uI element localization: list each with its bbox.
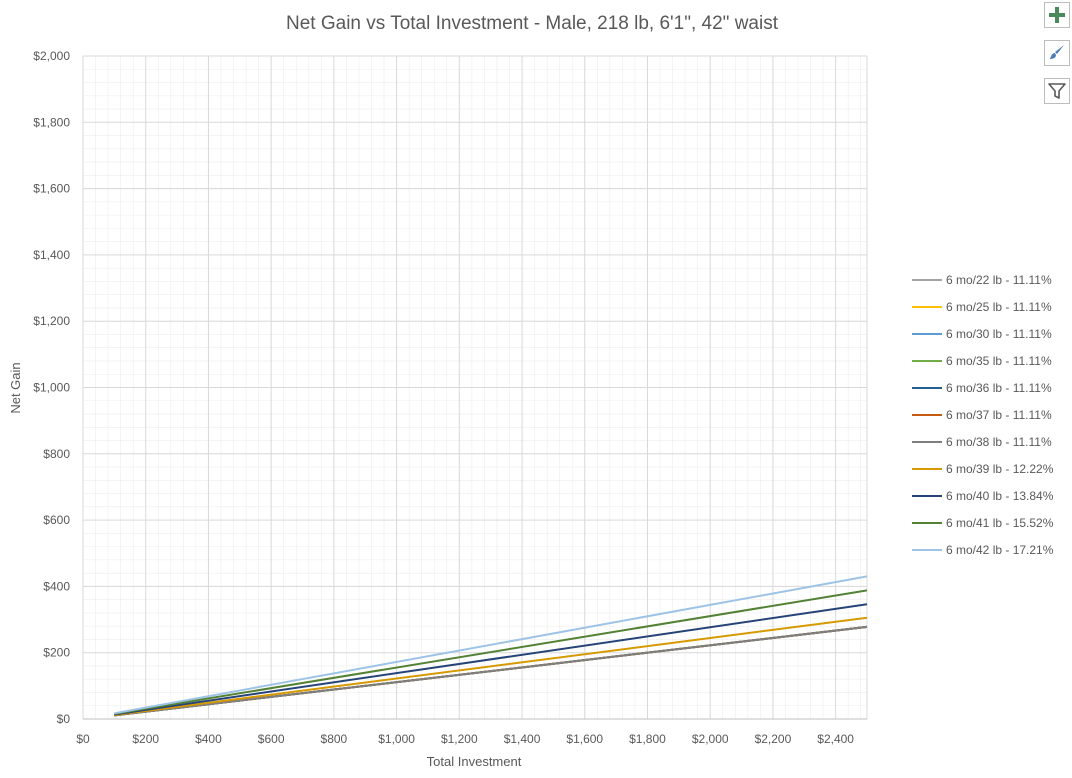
y-tick-label: $800 xyxy=(43,447,70,461)
plus-icon xyxy=(1049,7,1065,23)
series-line-11 xyxy=(114,575,868,715)
x-tick-label: $1,200 xyxy=(441,732,478,746)
y-axis-label: Net Gain xyxy=(8,362,23,413)
chart-title: Net Gain vs Total Investment - Male, 218… xyxy=(286,13,779,34)
series-lines xyxy=(114,575,868,717)
legend-label: 6 mo/40 lb - 13.84% xyxy=(946,489,1054,503)
y-tick-label: $1,400 xyxy=(33,248,70,262)
x-tick-label: $200 xyxy=(132,732,159,746)
legend-label: 6 mo/37 lb - 11.11% xyxy=(946,408,1052,422)
x-tick-label: $2,200 xyxy=(755,732,792,746)
series-line-9 xyxy=(114,603,868,716)
y-tick-label: $600 xyxy=(43,513,70,527)
x-tick-label: $400 xyxy=(195,732,222,746)
series-line-8 xyxy=(114,616,868,716)
y-tick-label: $1,000 xyxy=(33,381,70,395)
legend-label: 6 mo/38 lb - 11.11% xyxy=(946,435,1052,449)
filter-icon xyxy=(1048,83,1066,99)
x-tick-label: $2,400 xyxy=(817,732,854,746)
x-tick-label: $1,400 xyxy=(504,732,541,746)
x-tick-label: $600 xyxy=(258,732,285,746)
legend-label: 6 mo/41 lb - 15.52% xyxy=(946,516,1054,530)
series-line-7 xyxy=(114,625,868,717)
major-gridlines xyxy=(82,55,868,720)
chart-styles-button[interactable] xyxy=(1044,40,1070,66)
y-tick-label: $1,200 xyxy=(33,314,70,328)
x-tick-label: $0 xyxy=(76,732,90,746)
chart-filters-button[interactable] xyxy=(1044,78,1070,104)
x-tick-labels: $0 $200 $400 $600 $800 $1,000 $1,200 $1,400 $1,6… xyxy=(76,732,854,746)
legend-label: 6 mo/36 lb - 11.11% xyxy=(946,381,1052,395)
y-tick-label: $1,800 xyxy=(33,115,70,129)
x-axis-label: Total Investment xyxy=(427,754,522,769)
legend-label: 6 mo/22 lb - 11.11% xyxy=(946,273,1052,287)
legend-label: 6 mo/25 lb - 11.11% xyxy=(946,300,1052,314)
legend-label: 6 mo/30 lb - 11.11% xyxy=(946,327,1052,341)
series-line-10 xyxy=(114,589,868,715)
y-tick-label: $400 xyxy=(43,579,70,593)
y-tick-label: $1,600 xyxy=(33,182,70,196)
x-tick-label: $1,600 xyxy=(566,732,603,746)
x-tick-label: $1,800 xyxy=(629,732,666,746)
x-tick-label: $2,000 xyxy=(692,732,729,746)
legend-label: 6 mo/42 lb - 17.21% xyxy=(946,543,1054,557)
x-tick-label: $1,000 xyxy=(378,732,415,746)
y-tick-label: $200 xyxy=(43,646,70,660)
y-tick-labels: $0 $200 $400 $600 $800 $1,000 $1,200 $1,400 $1,6… xyxy=(33,49,70,726)
legend-label: 6 mo/39 lb - 12.22% xyxy=(946,462,1054,476)
y-tick-label: $0 xyxy=(57,712,71,726)
x-tick-label: $800 xyxy=(321,732,348,746)
legend: 6 mo/22 lb - 11.11% 6 mo/25 lb - 11.11% 6 … xyxy=(912,273,1054,557)
paintbrush-icon xyxy=(1050,45,1064,59)
legend-label: 6 mo/35 lb - 11.11% xyxy=(946,354,1052,368)
y-tick-label: $2,000 xyxy=(33,49,70,63)
add-chart-element-button[interactable] xyxy=(1044,2,1070,28)
